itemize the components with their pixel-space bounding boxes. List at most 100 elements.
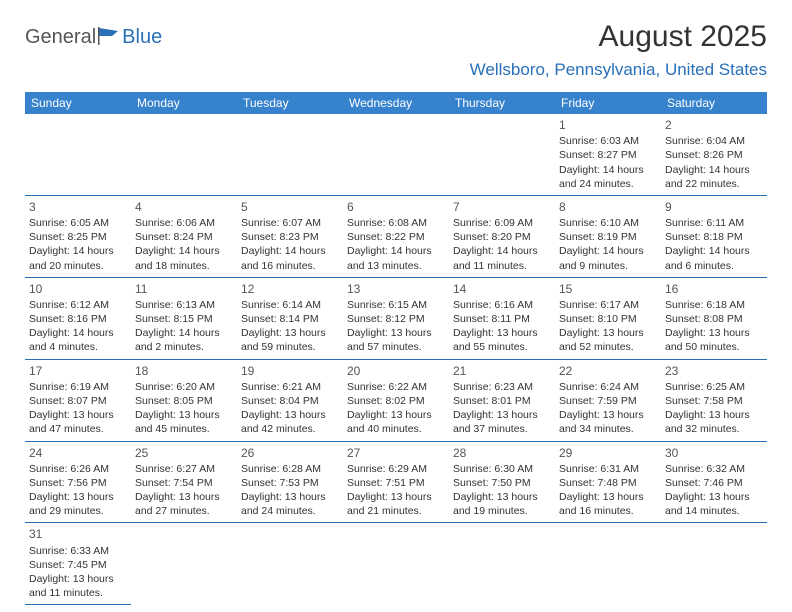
- weekday-header: Saturday: [661, 92, 767, 114]
- sunset-text: Sunset: 8:05 PM: [135, 394, 233, 408]
- daylight-text: Daylight: 14 hours and 2 minutes.: [135, 326, 233, 354]
- calendar-cell: 28Sunrise: 6:30 AMSunset: 7:50 PMDayligh…: [449, 441, 555, 523]
- daylight-text: Daylight: 14 hours and 20 minutes.: [29, 244, 127, 272]
- day-number: 5: [241, 199, 339, 215]
- calendar-row: 10Sunrise: 6:12 AMSunset: 8:16 PMDayligh…: [25, 277, 767, 359]
- day-number: 18: [135, 363, 233, 379]
- daylight-text: Daylight: 13 hours and 47 minutes.: [29, 408, 127, 436]
- calendar-cell: 27Sunrise: 6:29 AMSunset: 7:51 PMDayligh…: [343, 441, 449, 523]
- daylight-text: Daylight: 13 hours and 50 minutes.: [665, 326, 763, 354]
- day-number: 25: [135, 445, 233, 461]
- calendar-cell: [25, 114, 131, 195]
- daylight-text: Daylight: 13 hours and 21 minutes.: [347, 490, 445, 518]
- calendar-row: 17Sunrise: 6:19 AMSunset: 8:07 PMDayligh…: [25, 359, 767, 441]
- sunset-text: Sunset: 7:50 PM: [453, 476, 551, 490]
- day-number: 2: [665, 117, 763, 133]
- weekday-header: Tuesday: [237, 92, 343, 114]
- calendar-cell: 6Sunrise: 6:08 AMSunset: 8:22 PMDaylight…: [343, 195, 449, 277]
- calendar-cell: 16Sunrise: 6:18 AMSunset: 8:08 PMDayligh…: [661, 277, 767, 359]
- calendar-cell: 9Sunrise: 6:11 AMSunset: 8:18 PMDaylight…: [661, 195, 767, 277]
- sunset-text: Sunset: 8:20 PM: [453, 230, 551, 244]
- calendar-cell: [449, 523, 555, 605]
- sunrise-text: Sunrise: 6:07 AM: [241, 216, 339, 230]
- sunrise-text: Sunrise: 6:27 AM: [135, 462, 233, 476]
- sunset-text: Sunset: 7:46 PM: [665, 476, 763, 490]
- sunset-text: Sunset: 8:07 PM: [29, 394, 127, 408]
- sunrise-text: Sunrise: 6:30 AM: [453, 462, 551, 476]
- weekday-header: Wednesday: [343, 92, 449, 114]
- calendar-cell: 8Sunrise: 6:10 AMSunset: 8:19 PMDaylight…: [555, 195, 661, 277]
- daylight-text: Daylight: 13 hours and 34 minutes.: [559, 408, 657, 436]
- day-number: 23: [665, 363, 763, 379]
- daylight-text: Daylight: 13 hours and 32 minutes.: [665, 408, 763, 436]
- daylight-text: Daylight: 13 hours and 52 minutes.: [559, 326, 657, 354]
- daylight-text: Daylight: 14 hours and 6 minutes.: [665, 244, 763, 272]
- daylight-text: Daylight: 13 hours and 14 minutes.: [665, 490, 763, 518]
- calendar-cell: [343, 523, 449, 605]
- calendar-row: 31 Sunrise: 6:33 AMSunset: 7:45 PMDayligh…: [25, 523, 767, 605]
- sunrise-text: Sunrise: 6:28 AM: [241, 462, 339, 476]
- sunset-text: Sunset: 8:23 PM: [241, 230, 339, 244]
- calendar-cell: 23Sunrise: 6:25 AMSunset: 7:58 PMDayligh…: [661, 359, 767, 441]
- daylight-text: Daylight: 13 hours and 11 minutes.: [29, 572, 127, 600]
- logo-text-2: Blue: [122, 26, 162, 49]
- sunrise-text: Sunrise: 6:21 AM: [241, 380, 339, 394]
- sunrise-text: Sunrise: 6:19 AM: [29, 380, 127, 394]
- daylight-text: Daylight: 13 hours and 27 minutes.: [135, 490, 233, 518]
- calendar-cell: 17Sunrise: 6:19 AMSunset: 8:07 PMDayligh…: [25, 359, 131, 441]
- sunset-text: Sunset: 7:45 PM: [29, 558, 127, 572]
- day-number: 19: [241, 363, 339, 379]
- sunrise-text: Sunrise: 6:14 AM: [241, 298, 339, 312]
- sunrise-text: Sunrise: 6:29 AM: [347, 462, 445, 476]
- day-number: 22: [559, 363, 657, 379]
- sunrise-text: Sunrise: 6:05 AM: [29, 216, 127, 230]
- sunrise-text: Sunrise: 6:17 AM: [559, 298, 657, 312]
- sunrise-text: Sunrise: 6:32 AM: [665, 462, 763, 476]
- sunrise-text: Sunrise: 6:18 AM: [665, 298, 763, 312]
- sunrise-text: Sunrise: 6:31 AM: [559, 462, 657, 476]
- weekday-header-row: Sunday Monday Tuesday Wednesday Thursday…: [25, 92, 767, 114]
- flag-icon: [98, 27, 120, 48]
- sunrise-text: Sunrise: 6:24 AM: [559, 380, 657, 394]
- calendar-cell: 22Sunrise: 6:24 AMSunset: 7:59 PMDayligh…: [555, 359, 661, 441]
- daylight-text: Daylight: 14 hours and 22 minutes.: [665, 163, 763, 191]
- sunset-text: Sunset: 7:54 PM: [135, 476, 233, 490]
- sunrise-text: Sunrise: 6:08 AM: [347, 216, 445, 230]
- sunset-text: Sunset: 8:10 PM: [559, 312, 657, 326]
- sunrise-text: Sunrise: 6:06 AM: [135, 216, 233, 230]
- day-number: 13: [347, 281, 445, 297]
- calendar-cell: 29Sunrise: 6:31 AMSunset: 7:48 PMDayligh…: [555, 441, 661, 523]
- sunset-text: Sunset: 8:14 PM: [241, 312, 339, 326]
- calendar-cell: [237, 523, 343, 605]
- sunrise-text: Sunrise: 6:33 AM: [29, 544, 127, 558]
- day-number: 29: [559, 445, 657, 461]
- day-number: 31: [29, 526, 127, 542]
- weekday-header: Thursday: [449, 92, 555, 114]
- day-number: 17: [29, 363, 127, 379]
- sunrise-text: Sunrise: 6:13 AM: [135, 298, 233, 312]
- calendar-cell: 12Sunrise: 6:14 AMSunset: 8:14 PMDayligh…: [237, 277, 343, 359]
- daylight-text: Daylight: 13 hours and 57 minutes.: [347, 326, 445, 354]
- weekday-header: Sunday: [25, 92, 131, 114]
- calendar-cell: 5Sunrise: 6:07 AMSunset: 8:23 PMDaylight…: [237, 195, 343, 277]
- sunset-text: Sunset: 8:12 PM: [347, 312, 445, 326]
- calendar-cell: 1Sunrise: 6:03 AMSunset: 8:27 PMDaylight…: [555, 114, 661, 195]
- calendar-cell: 7Sunrise: 6:09 AMSunset: 8:20 PMDaylight…: [449, 195, 555, 277]
- sunset-text: Sunset: 7:51 PM: [347, 476, 445, 490]
- day-number: 15: [559, 281, 657, 297]
- sunset-text: Sunset: 8:15 PM: [135, 312, 233, 326]
- daylight-text: Daylight: 13 hours and 59 minutes.: [241, 326, 339, 354]
- daylight-text: Daylight: 13 hours and 55 minutes.: [453, 326, 551, 354]
- sunrise-text: Sunrise: 6:09 AM: [453, 216, 551, 230]
- calendar-row: 3Sunrise: 6:05 AMSunset: 8:25 PMDaylight…: [25, 195, 767, 277]
- calendar-cell: [449, 114, 555, 195]
- calendar-cell: 26Sunrise: 6:28 AMSunset: 7:53 PMDayligh…: [237, 441, 343, 523]
- sunset-text: Sunset: 8:24 PM: [135, 230, 233, 244]
- sunset-text: Sunset: 7:48 PM: [559, 476, 657, 490]
- calendar-cell: 13Sunrise: 6:15 AMSunset: 8:12 PMDayligh…: [343, 277, 449, 359]
- calendar-cell: 11Sunrise: 6:13 AMSunset: 8:15 PMDayligh…: [131, 277, 237, 359]
- calendar-cell: [661, 523, 767, 605]
- day-number: 16: [665, 281, 763, 297]
- daylight-text: Daylight: 14 hours and 9 minutes.: [559, 244, 657, 272]
- sunrise-text: Sunrise: 6:03 AM: [559, 134, 657, 148]
